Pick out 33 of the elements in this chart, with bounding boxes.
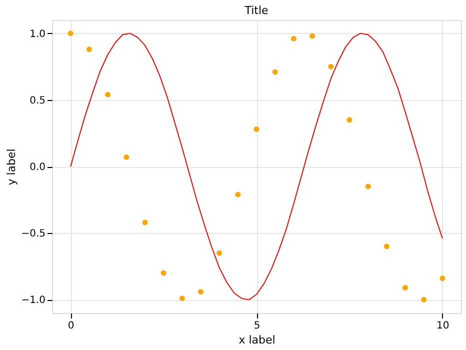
point: [272, 69, 278, 75]
point: [124, 154, 130, 160]
point: [198, 288, 204, 294]
point: [384, 244, 390, 250]
x-tick-label: 10: [436, 320, 450, 332]
y-tick-label: 1.0: [30, 28, 46, 40]
point: [160, 270, 166, 276]
x-tick-label: 5: [254, 320, 260, 332]
point: [421, 296, 427, 302]
point: [179, 296, 185, 302]
y-axis-title: y label: [5, 148, 18, 186]
point: [105, 92, 111, 98]
x-axis-title: x label: [238, 334, 276, 346]
point: [310, 33, 316, 39]
chart-title: Title: [244, 4, 269, 17]
point: [346, 117, 352, 123]
point: [365, 184, 371, 190]
y-tick-label: −0.5: [21, 228, 46, 240]
x-tick-label: 0: [68, 320, 74, 332]
point: [86, 46, 92, 52]
point: [290, 36, 296, 42]
line-series: [70, 32, 443, 300]
y-tick-label: −1.0: [21, 295, 46, 306]
point: [328, 64, 334, 70]
y-tick-label: 0.5: [30, 95, 46, 106]
point: [142, 220, 148, 226]
point: [254, 126, 260, 132]
y-tick-label: 0.0: [30, 162, 46, 173]
point: [235, 192, 241, 198]
point: [440, 276, 446, 282]
point: [402, 284, 408, 290]
point: [68, 30, 74, 36]
point: [216, 250, 222, 256]
